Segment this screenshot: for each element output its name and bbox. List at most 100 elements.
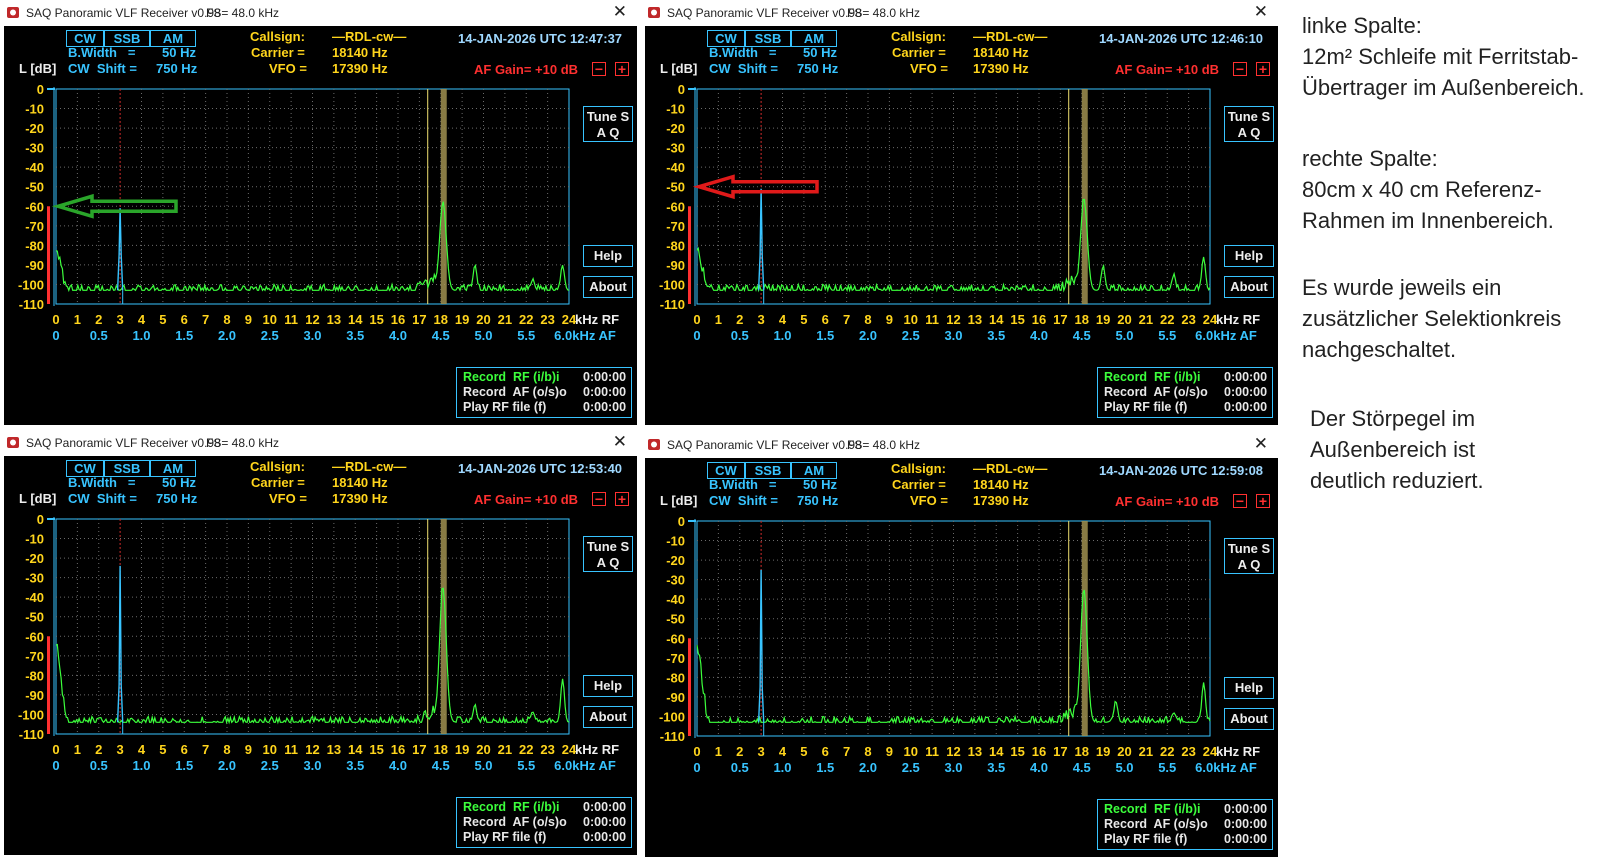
mode-am-button[interactable]: AM (150, 460, 196, 477)
mode-cw-button[interactable]: CW (707, 30, 745, 47)
mode-am-button[interactable]: AM (791, 462, 837, 479)
close-icon[interactable]: ✕ (1253, 434, 1268, 453)
y-tick-label: 0 (37, 82, 44, 97)
mode-cw-button[interactable]: CW (66, 460, 104, 477)
about-button[interactable]: About (1224, 708, 1274, 730)
rf-tick-label: 4 (138, 312, 146, 327)
af-tick-label: 0 (693, 328, 700, 343)
rf-tick-label: 9 (886, 312, 893, 327)
note-noise-level: Der Störpegel im Außenbereich ist deutli… (1310, 406, 1484, 493)
y-tick-label: -80 (25, 238, 44, 253)
about-button[interactable]: About (583, 276, 633, 298)
af-gain-increase-button[interactable]: + (615, 62, 629, 76)
record-af-button[interactable]: Record AF (o/s)o (463, 385, 567, 399)
close-icon[interactable]: ✕ (612, 432, 627, 451)
spectrum-trace (696, 589, 1211, 725)
rf-tick-label: 10 (263, 742, 277, 757)
bandwidth-value[interactable]: 50 Hz (162, 45, 196, 60)
rf-tick-label: 16 (1032, 744, 1046, 759)
mode-cw-button[interactable]: CW (707, 462, 745, 479)
af-tick-label: 1.5 (816, 760, 834, 775)
bandwidth-value[interactable]: 50 Hz (162, 475, 196, 490)
rf-tick-label: 9 (245, 742, 252, 757)
af-tick-label: 3.0 (303, 328, 321, 343)
cw-shift-value[interactable]: 750 Hz (156, 491, 198, 506)
record-rf-button[interactable]: Record RF (i/b)i (1104, 370, 1201, 384)
af-tick-label: 1.5 (816, 328, 834, 343)
record-rf-button[interactable]: Record RF (i/b)i (463, 370, 560, 384)
mode-cw-button[interactable]: CW (66, 30, 104, 47)
about-button[interactable]: About (583, 706, 633, 728)
tune-saq-button[interactable]: Tune S A Q (583, 106, 633, 142)
rf-tick-label: 0 (52, 742, 59, 757)
af-gain-decrease-button[interactable]: − (592, 62, 606, 76)
cw-shift-value[interactable]: 750 Hz (797, 493, 839, 508)
play-rf-time: 0:00:00 (583, 830, 627, 844)
help-button[interactable]: Help (583, 245, 633, 267)
sample-rate: FS= 48.0 kHz (206, 436, 280, 450)
app-icon (648, 439, 660, 450)
tune-saq-button[interactable]: Tune S A Q (583, 536, 633, 572)
y-tick-label: -40 (25, 590, 44, 605)
af-tick-label: 3.0 (944, 328, 962, 343)
af-tick-label: 2.5 (902, 760, 920, 775)
mode-ssb-button[interactable]: SSB (745, 30, 791, 47)
close-icon[interactable]: ✕ (1253, 2, 1268, 21)
mode-ssb-button[interactable]: SSB (745, 462, 791, 479)
af-gain-decrease-button[interactable]: − (592, 492, 606, 506)
record-af-button[interactable]: Record AF (o/s)o (463, 815, 567, 829)
af-tick-label: 3.5 (987, 760, 1005, 775)
rf-tick-label: 9 (886, 744, 893, 759)
tune-saq-button[interactable]: Tune S A Q (1224, 538, 1274, 574)
rf-tick-label: 11 (284, 742, 298, 757)
rf-tick-label: 15 (1010, 744, 1024, 759)
y-axis-label: L [dB] (660, 493, 698, 508)
help-button[interactable]: Help (1224, 677, 1274, 699)
rf-tick-label: 10 (263, 312, 277, 327)
record-af-button[interactable]: Record AF (o/s)o (1104, 385, 1208, 399)
carrier-value[interactable]: 18140 Hz (332, 475, 388, 490)
af-gain-increase-button[interactable]: + (615, 492, 629, 506)
carrier-value[interactable]: 18140 Hz (973, 45, 1029, 60)
af-gain-increase-button[interactable]: + (1256, 62, 1270, 76)
record-rf-button[interactable]: Record RF (i/b)i (463, 800, 560, 814)
help-button[interactable]: Help (1224, 245, 1274, 267)
note-left-column: linke Spalte: 12m² Schleife mit Ferritst… (1302, 13, 1585, 100)
help-button[interactable]: Help (583, 675, 633, 697)
af-gain-decrease-button[interactable]: − (1233, 494, 1247, 508)
af-tick-label: 5.5 (1158, 328, 1176, 343)
mode-am-button[interactable]: AM (791, 30, 837, 47)
close-icon[interactable]: ✕ (612, 2, 627, 21)
rf-tick-label: 2 (736, 744, 743, 759)
tune-saq-button[interactable]: Tune S A Q (1224, 106, 1274, 142)
play-rf-file-button[interactable]: Play RF file (f) (463, 400, 547, 414)
record-rf-button[interactable]: Record RF (i/b)i (1104, 802, 1201, 816)
y-tick-label: -40 (25, 160, 44, 175)
cw-shift-value[interactable]: 750 Hz (797, 61, 839, 76)
bandwidth-value[interactable]: 50 Hz (803, 477, 837, 492)
play-rf-file-button[interactable]: Play RF file (f) (1104, 832, 1188, 846)
mode-am-button[interactable]: AM (150, 30, 196, 47)
carrier-value[interactable]: 18140 Hz (973, 477, 1029, 492)
play-rf-file-button[interactable]: Play RF file (f) (463, 830, 547, 844)
carrier-label: Carrier = (892, 45, 946, 60)
rf-tick-label: 21 (498, 742, 512, 757)
af-gain-increase-button[interactable]: + (1256, 494, 1270, 508)
window-title: SAQ Panoramic VLF Receiver v0.98 (26, 6, 221, 20)
rf-tick-label: 4 (779, 312, 787, 327)
record-af-button[interactable]: Record AF (o/s)o (1104, 817, 1208, 831)
mode-ssb-button[interactable]: SSB (104, 460, 150, 477)
cw-shift-value[interactable]: 750 Hz (156, 61, 198, 76)
play-rf-file-button[interactable]: Play RF file (f) (1104, 400, 1188, 414)
af-gain-decrease-button[interactable]: − (1233, 62, 1247, 76)
title-bar: SAQ Panoramic VLF Receiver v0.98 FS= 48.… (4, 430, 637, 456)
about-button[interactable]: About (1224, 276, 1274, 298)
carrier-value[interactable]: 18140 Hz (332, 45, 388, 60)
bandwidth-value[interactable]: 50 Hz (803, 45, 837, 60)
mode-ssb-button[interactable]: SSB (104, 30, 150, 47)
vfo-value: 17390 Hz (973, 493, 1029, 508)
